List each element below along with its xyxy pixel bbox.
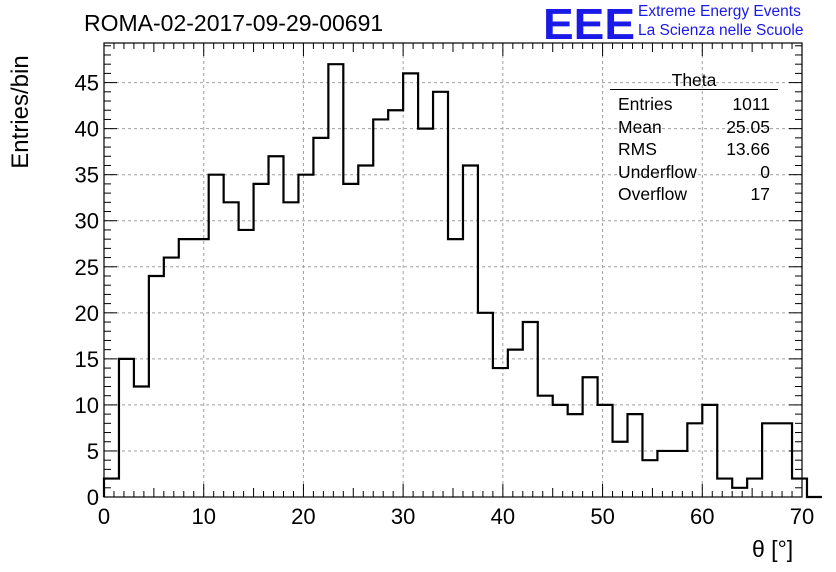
y-tick-label: 0 xyxy=(87,485,99,510)
x-tick-label: 10 xyxy=(191,504,215,529)
histogram-bin xyxy=(538,396,553,497)
stats-value: 1011 xyxy=(732,94,770,114)
x-tick-label: 40 xyxy=(491,504,515,529)
stats-row-overflow: Overflow 17 xyxy=(610,183,778,206)
histogram-bin xyxy=(568,414,583,497)
histogram-bin xyxy=(672,451,687,497)
histogram-bin xyxy=(194,239,209,497)
stats-label: RMS xyxy=(618,139,657,159)
histogram-bin xyxy=(523,322,538,497)
stats-value: 0 xyxy=(760,161,770,182)
histogram-bin xyxy=(418,129,433,497)
stats-label: Entries xyxy=(618,94,673,114)
stats-divider xyxy=(610,89,778,90)
x-tick-label: 60 xyxy=(690,504,714,529)
histogram-bin xyxy=(732,488,747,497)
x-tick-label: 70 xyxy=(790,504,814,529)
eee-logo: EEE xyxy=(543,3,635,43)
histogram-bin xyxy=(553,405,568,497)
x-tick-label: 0 xyxy=(98,504,110,529)
histogram-bin xyxy=(433,92,448,497)
histogram-bin xyxy=(134,386,149,497)
histogram-bin xyxy=(747,479,762,497)
histogram-bin xyxy=(283,202,298,497)
histogram-bin xyxy=(657,451,672,497)
run-title: ROMA-02-2017-09-29-00691 xyxy=(84,10,384,36)
histogram-bin xyxy=(702,405,717,497)
histogram-bin xyxy=(762,423,777,497)
y-tick-label: 40 xyxy=(75,117,99,142)
stats-value: 17 xyxy=(750,184,770,204)
stats-row-rms: RMS 13.66 xyxy=(610,138,778,161)
histogram-bin xyxy=(687,423,702,497)
stats-label: Mean xyxy=(618,116,662,137)
y-tick-label: 20 xyxy=(75,301,99,326)
y-tick-label: 5 xyxy=(87,439,99,464)
stats-row-underflow: Underflow 0 xyxy=(610,161,778,184)
histogram-bin xyxy=(239,230,254,497)
y-tick-label: 15 xyxy=(75,347,99,372)
histogram-bin xyxy=(179,239,194,497)
y-axis-label: Entries/bin xyxy=(7,55,34,169)
histogram-bin xyxy=(164,258,179,497)
logo-line-2: La Scienza nelle Scuole xyxy=(638,22,804,39)
x-tick-label: 20 xyxy=(291,504,315,529)
histogram-bin xyxy=(313,138,328,497)
histogram-bin xyxy=(493,368,508,497)
histogram-bin xyxy=(298,175,313,497)
histogram-bin xyxy=(508,350,523,497)
stats-value: 25.05 xyxy=(726,116,770,137)
histogram-bin xyxy=(119,359,134,497)
histogram-bin xyxy=(149,276,164,497)
x-axis-label: θ [°] xyxy=(752,536,794,562)
histogram-bin xyxy=(328,64,343,497)
y-tick-label: 45 xyxy=(75,71,99,96)
histogram-bin xyxy=(358,165,373,497)
y-tick-label: 35 xyxy=(75,163,99,188)
histogram-bin xyxy=(224,202,239,497)
x-tick-label: 50 xyxy=(590,504,614,529)
stats-row-entries: Entries 1011 xyxy=(610,93,778,116)
histogram-bin xyxy=(717,479,732,497)
histogram-bin xyxy=(448,239,463,497)
stats-label: Underflow xyxy=(618,161,697,182)
y-tick-label: 30 xyxy=(75,209,99,234)
histogram-bin xyxy=(209,175,224,497)
y-tick-label: 25 xyxy=(75,255,99,280)
stats-label: Overflow xyxy=(618,184,688,204)
histogram-bin xyxy=(583,377,598,497)
stats-box: Theta Entries 1011 Mean 25.05 RMS 13.66 … xyxy=(610,71,778,206)
histogram-bin xyxy=(777,423,792,497)
eee-logo-mark: EEE xyxy=(543,3,635,43)
logo-line-1: Extreme Energy Events xyxy=(638,3,801,20)
stats-row-mean: Mean 25.05 xyxy=(610,116,778,139)
histogram-bin xyxy=(343,184,358,497)
y-tick-label: 10 xyxy=(75,393,99,418)
stats-title: Theta xyxy=(671,70,717,90)
histogram-bin xyxy=(613,442,628,497)
logo-text: Extreme Energy Events La Scienza nelle S… xyxy=(638,2,803,40)
histogram-bin xyxy=(463,165,478,497)
histogram-bin xyxy=(254,184,269,497)
histogram-bin xyxy=(598,405,613,497)
histogram-bin xyxy=(478,313,493,497)
histogram-bin xyxy=(373,119,388,497)
histogram-outline xyxy=(102,63,822,499)
histogram-bin xyxy=(642,460,657,497)
x-tick-label: 30 xyxy=(391,504,415,529)
histogram-bin xyxy=(628,414,643,497)
stats-value: 13.66 xyxy=(726,139,770,159)
histogram-bin xyxy=(388,110,403,497)
histogram-bin xyxy=(269,156,284,497)
histogram-bin xyxy=(403,73,418,497)
